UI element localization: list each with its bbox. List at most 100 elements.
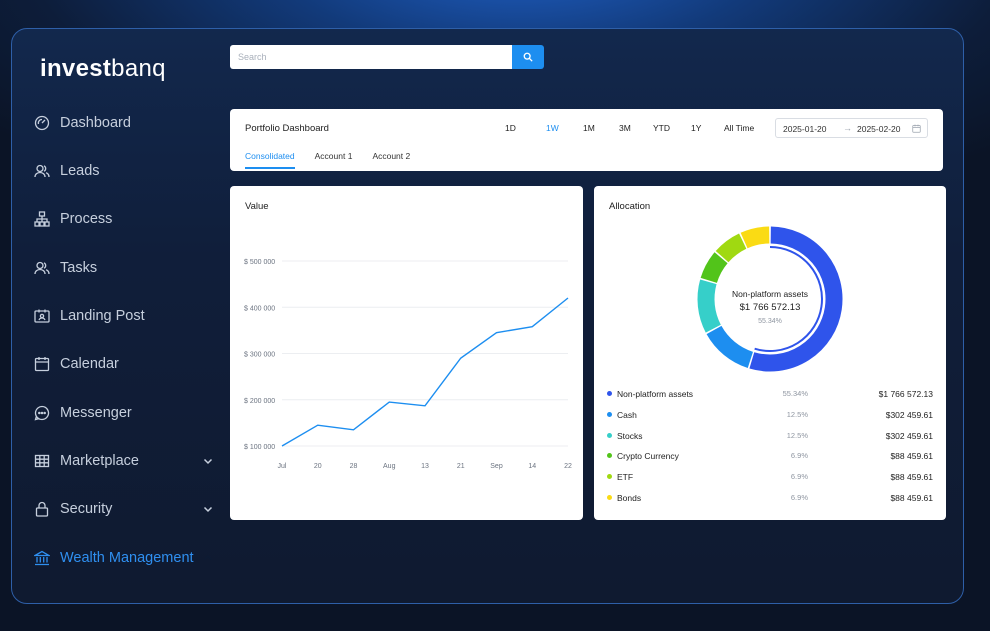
legend-amount: $302 459.61 [885, 410, 933, 420]
legend-pct: 12.5% [786, 410, 808, 419]
range-3m[interactable]: 3M [619, 123, 631, 133]
date-range-picker[interactable]: 2025-01-20 → 2025-02-20 [775, 118, 928, 138]
chevron-down-icon[interactable] [202, 503, 214, 515]
range-ytd[interactable]: YTD [653, 123, 670, 133]
donut-center-label: Non-platform assets [732, 289, 808, 299]
legend-amount: $88 459.61 [890, 451, 933, 461]
sidebar-item-security[interactable]: Security [34, 497, 214, 521]
tab-account-2[interactable]: Account 2 [372, 151, 411, 161]
legend-pct: 55.34% [782, 389, 808, 398]
legend-dot [607, 412, 612, 417]
x-tick-label: 21 [457, 463, 465, 470]
x-tick-label: 20 [314, 463, 322, 470]
sidebar-item-label: Wealth Management [60, 550, 194, 566]
legend-row: ETF 6.9% $88 459.61 [607, 471, 933, 485]
donut-center-amount: $1 766 572.13 [740, 302, 801, 313]
legend-amount: $302 459.61 [885, 431, 933, 441]
legend-row: Stocks 12.5% $302 459.61 [607, 430, 933, 444]
sidebar-item-label: Messenger [60, 405, 132, 421]
sidebar-item-wealth-management[interactable]: Wealth Management [34, 546, 214, 570]
search-input[interactable] [230, 45, 512, 69]
search-button[interactable] [512, 45, 544, 69]
page-title: Portfolio Dashboard [245, 123, 329, 134]
users-icon [34, 261, 50, 275]
range-1d[interactable]: 1D [505, 123, 516, 133]
sidebar-item-leads[interactable]: Leads [34, 159, 214, 183]
legend-name: Bonds [617, 493, 642, 503]
tab-consolidated[interactable]: Consolidated [245, 151, 295, 169]
donut-slice[interactable] [706, 325, 754, 369]
arrow-right-icon: → [843, 123, 852, 133]
legend-row: Cash 12.5% $302 459.61 [607, 409, 933, 423]
sidebar-item-label: Calendar [60, 356, 119, 372]
brand-logo: investbanq [40, 55, 166, 82]
range-1m[interactable]: 1M [583, 123, 595, 133]
legend-name: Non-platform assets [617, 389, 694, 399]
chevron-down-icon[interactable] [202, 455, 214, 467]
sidebar-item-marketplace[interactable]: Marketplace [34, 449, 214, 473]
allocation-title: Allocation [609, 201, 651, 212]
value-line-chart: $ 100 000 $ 200 000 $ 300 000 $ 400 000 $ 50… [244, 259, 572, 470]
sidebar-item-label: Process [60, 211, 113, 227]
legend-name: Cash [617, 410, 637, 420]
dashboard-icon [34, 115, 50, 131]
value-chart-card: Value $ 100 000 $ 200 000 $ 300 000 $ 400 0… [230, 186, 583, 520]
sidebar-item-label: Tasks [60, 260, 98, 276]
range-1w[interactable]: 1W [546, 123, 559, 133]
y-tick-label: $ 100 000 [244, 444, 275, 451]
sidebar-item-label: Landing Post [60, 308, 145, 324]
x-tick-label: Sep [490, 463, 503, 470]
sidebar-item-process[interactable]: Process [34, 207, 214, 231]
value-chart-title: Value [245, 201, 269, 212]
y-tick-label: $ 400 000 [244, 305, 275, 312]
x-tick-label: Jul [278, 463, 287, 470]
donut-slice[interactable] [697, 279, 721, 333]
sidebar-item-label: Leads [60, 163, 100, 179]
donut-slice[interactable] [740, 226, 770, 249]
legend-dot [607, 474, 612, 479]
sidebar-item-tasks[interactable]: Tasks [34, 256, 214, 280]
legend-pct: 6.9% [790, 451, 808, 460]
range-all-time[interactable]: All Time [724, 123, 755, 133]
calendar-icon [912, 124, 921, 133]
date-to[interactable]: 2025-02-20 [857, 124, 901, 134]
sidebar-item-messenger[interactable]: Messenger [34, 401, 214, 425]
sidebar-item-calendar[interactable]: Calendar [34, 352, 214, 376]
hierarchy-icon [34, 211, 50, 227]
donut-slice[interactable] [749, 226, 843, 372]
donut-slice[interactable] [715, 233, 747, 263]
sidebar-item-landing-post[interactable]: Landing Post [34, 304, 214, 328]
range-1y[interactable]: 1Y [691, 123, 702, 133]
calendar-icon [34, 357, 50, 372]
app-frame: investbanq Dashboard Leads Process Tasks… [11, 28, 964, 604]
x-tick-label: Aug [383, 463, 396, 470]
lock-icon [35, 501, 49, 517]
table-icon [34, 454, 50, 468]
sidebar-item-dashboard[interactable]: Dashboard [34, 111, 214, 135]
legend-pct: 6.9% [790, 493, 808, 502]
legend-amount: $88 459.61 [890, 493, 933, 503]
legend-dot [607, 495, 612, 500]
sidebar-item-label: Marketplace [60, 453, 139, 469]
y-tick-label: $ 500 000 [244, 259, 275, 266]
sidebar-item-label: Security [60, 501, 113, 517]
legend-name: Stocks [617, 431, 643, 441]
x-tick-label: 28 [350, 463, 358, 470]
legend-dot [607, 391, 612, 396]
legend-row: Non-platform assets 55.34% $1 766 572.13 [607, 388, 933, 402]
x-tick-label: 13 [421, 463, 429, 470]
legend-dot [607, 433, 612, 438]
tab-account-1[interactable]: Account 1 [314, 151, 353, 161]
portfolio-dashboard-header: Portfolio Dashboard 1D 1W 1M 3M YTD 1Y A… [230, 109, 943, 171]
legend-pct: 12.5% [786, 431, 808, 440]
date-from[interactable]: 2025-01-20 [783, 124, 827, 134]
chevron-up-icon[interactable] [202, 552, 214, 564]
account-tabs: Consolidated Account 1 Account 2 [245, 151, 430, 169]
legend-row: Bonds 6.9% $88 459.61 [607, 492, 933, 506]
users-icon [34, 164, 50, 178]
donut-slice[interactable] [700, 252, 728, 284]
search-icon [523, 52, 533, 62]
x-tick-label: 14 [528, 463, 536, 470]
legend-pct: 6.9% [790, 472, 808, 481]
series-line [281, 297, 569, 447]
